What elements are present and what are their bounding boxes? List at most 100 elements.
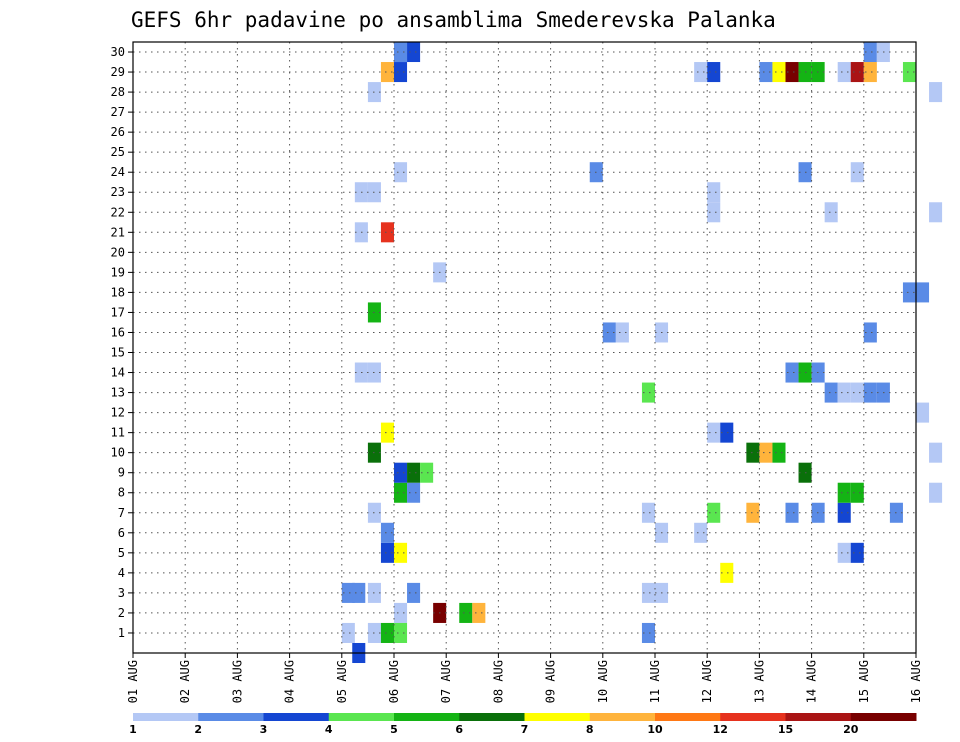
y-tick-label: 14	[111, 366, 125, 380]
y-tick-label: 17	[111, 305, 125, 319]
y-tick-label: 6	[118, 526, 125, 540]
data-cell	[759, 442, 773, 463]
data-cell	[837, 382, 851, 403]
legend-swatch	[459, 713, 525, 721]
data-cell	[850, 62, 864, 83]
x-tick-label: 15 AUG	[857, 660, 871, 703]
legend-label: 6	[455, 723, 463, 736]
legend-swatch	[198, 713, 264, 721]
legend-swatch	[328, 713, 395, 721]
data-cell	[837, 502, 851, 523]
x-tick-label: 01 AUG	[126, 660, 140, 703]
data-cell	[837, 542, 851, 563]
y-tick-label: 28	[111, 85, 125, 99]
y-tick-label: 19	[111, 265, 125, 279]
y-tick-label: 15	[111, 346, 125, 360]
y-tick-label: 22	[111, 205, 125, 219]
x-tick-label: 11 AUG	[648, 660, 662, 703]
y-tick-label: 10	[111, 446, 125, 460]
data-cell	[720, 562, 734, 583]
y-tick-label: 26	[111, 125, 125, 139]
data-cell	[902, 62, 916, 83]
data-cell	[394, 62, 408, 83]
data-cell	[707, 422, 721, 443]
x-tick-label: 07 AUG	[439, 660, 453, 703]
data-cell	[407, 482, 421, 503]
x-tick-label: 03 AUG	[230, 660, 244, 703]
data-cell	[407, 582, 421, 603]
data-cell	[902, 282, 916, 303]
data-cell	[380, 222, 394, 243]
data-cell	[394, 622, 408, 643]
data-cell	[707, 62, 721, 83]
data-cell	[863, 382, 877, 403]
data-cell	[394, 162, 408, 183]
chart-title: GEFS 6hr padavine po ansamblima Smederev…	[131, 8, 776, 32]
data-cell	[394, 542, 408, 563]
data-cell	[916, 282, 930, 303]
legend-label: 7	[521, 723, 529, 736]
y-tick-label: 23	[111, 185, 125, 199]
legend-swatch	[263, 713, 330, 721]
data-cell	[837, 62, 851, 83]
y-tick-label: 30	[111, 45, 125, 59]
legend-swatch	[720, 713, 786, 721]
data-cell	[694, 62, 708, 83]
y-tick-label: 1	[118, 626, 125, 640]
y-tick-label: 27	[111, 105, 125, 119]
data-cell	[341, 582, 355, 603]
x-tick-label: 08 AUG	[491, 660, 505, 703]
y-tick-label: 11	[111, 426, 125, 440]
data-cell	[863, 322, 877, 343]
data-cell	[720, 422, 734, 443]
cell-layer	[341, 42, 943, 664]
data-cell	[459, 602, 473, 623]
data-cell	[863, 42, 877, 63]
data-cell	[772, 62, 786, 83]
x-axis: 01 AUG 02 AUG 03 AUG 04 AUG 05 AUG 06 AUG 07 A…	[126, 653, 923, 703]
data-cell	[785, 62, 799, 83]
plot-frame	[132, 41, 917, 654]
y-tick-label: 3	[118, 586, 125, 600]
data-cell	[772, 442, 786, 463]
data-cell	[850, 482, 864, 503]
x-tick-label: 04 AUG	[283, 660, 297, 703]
data-cell	[863, 62, 877, 83]
data-cell	[707, 202, 721, 223]
data-cell	[929, 482, 943, 503]
data-cell	[746, 502, 760, 523]
data-cell	[394, 602, 408, 623]
data-cell	[615, 322, 629, 343]
legend-swatch	[524, 713, 591, 721]
x-tick-label: 14 AUG	[805, 660, 819, 703]
x-tick-label: 02 AUG	[178, 660, 192, 703]
legend-swatch	[785, 713, 852, 721]
data-cell	[929, 442, 943, 463]
legend-swatch	[394, 713, 460, 721]
legend-swatch	[133, 713, 199, 721]
y-tick-label: 2	[118, 606, 125, 620]
y-tick-label: 20	[111, 245, 125, 259]
legend-label: 1	[129, 723, 137, 736]
data-cell	[929, 202, 943, 223]
y-tick-label: 29	[111, 65, 125, 79]
data-cell	[394, 462, 408, 483]
y-tick-label: 4	[118, 566, 125, 580]
x-tick-label: 09 AUG	[544, 660, 558, 703]
y-tick-label: 8	[118, 486, 125, 500]
data-cell	[380, 522, 394, 543]
data-cell	[420, 462, 434, 483]
data-cell	[746, 442, 760, 463]
data-cell	[394, 42, 408, 63]
y-tick-label: 24	[111, 165, 125, 179]
data-cell	[641, 382, 655, 403]
x-tick-label: 06 AUG	[387, 660, 401, 703]
legend-swatch	[655, 713, 721, 721]
data-cell	[641, 622, 655, 643]
data-cell	[472, 602, 486, 623]
data-cell	[694, 522, 708, 543]
data-cell	[707, 182, 721, 203]
data-cell	[641, 582, 655, 603]
x-tick-label: 10 AUG	[596, 660, 610, 703]
y-tick-label: 12	[111, 406, 125, 420]
